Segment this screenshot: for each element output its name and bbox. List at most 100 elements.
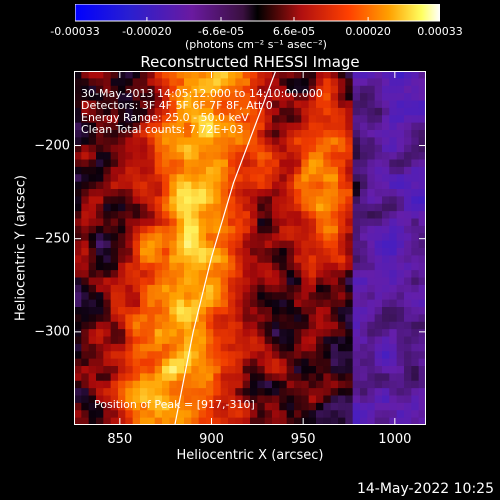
heatmap-cell bbox=[264, 93, 273, 102]
heatmap-cell bbox=[330, 93, 339, 102]
heatmap-cell bbox=[198, 336, 207, 345]
heatmap-cell bbox=[382, 321, 390, 330]
heatmap-cell bbox=[352, 307, 361, 315]
heatmap-cell bbox=[396, 380, 405, 389]
heatmap-cell bbox=[242, 159, 251, 168]
heatmap-cell bbox=[228, 203, 236, 212]
heatmap-cell bbox=[382, 71, 390, 79]
heatmap-cell bbox=[352, 144, 361, 153]
heatmap-cell bbox=[345, 152, 354, 161]
heatmap-cell bbox=[323, 159, 332, 168]
heatmap-cell bbox=[257, 417, 266, 425]
heatmap-cell bbox=[110, 166, 119, 175]
heatmap-cell bbox=[103, 270, 112, 279]
heatmap-cell bbox=[110, 240, 119, 249]
heatmap-cell bbox=[220, 233, 229, 242]
heatmap-cell bbox=[147, 240, 156, 249]
heatmap-cell bbox=[411, 329, 420, 338]
heatmap-cell bbox=[396, 284, 405, 293]
heatmap-cell bbox=[257, 321, 266, 330]
heatmap-cell bbox=[176, 248, 185, 256]
heatmap-cell bbox=[330, 181, 339, 190]
heatmap-cell bbox=[250, 137, 258, 146]
heatmap-cell bbox=[257, 196, 266, 205]
heatmap-cell bbox=[389, 262, 398, 271]
heatmap-cell bbox=[235, 292, 244, 301]
heatmap-cell bbox=[411, 159, 420, 168]
heatmap-cell bbox=[213, 159, 222, 168]
heatmap-cell bbox=[316, 255, 324, 264]
heatmap-cell bbox=[286, 137, 295, 146]
heatmap-cell bbox=[367, 395, 376, 404]
heatmap-cell bbox=[404, 240, 412, 249]
heatmap-cell bbox=[264, 174, 273, 183]
heatmap-cell bbox=[132, 93, 141, 102]
heatmap-cell bbox=[411, 71, 420, 79]
heatmap-cell bbox=[220, 248, 229, 256]
heatmap-cell bbox=[294, 395, 302, 404]
heatmap-cell bbox=[110, 196, 119, 205]
heatmap-cell bbox=[286, 248, 295, 256]
heatmap-cell bbox=[250, 270, 258, 279]
heatmap-cell bbox=[228, 380, 236, 389]
heatmap-cell bbox=[220, 159, 229, 168]
heatmap-cell bbox=[345, 284, 354, 293]
heatmap-cell bbox=[110, 336, 119, 345]
heatmap-cell bbox=[206, 262, 214, 271]
heatmap-cell bbox=[294, 225, 302, 234]
heatmap-cell bbox=[345, 189, 354, 197]
heatmap-cell bbox=[352, 314, 361, 323]
heatmap-cell bbox=[140, 71, 148, 79]
heatmap-cell bbox=[374, 307, 383, 315]
heatmap-cell bbox=[228, 122, 236, 131]
heatmap-cell bbox=[382, 203, 390, 212]
heatmap-cell bbox=[286, 329, 295, 338]
heatmap-cell bbox=[316, 366, 324, 374]
heatmap-cell bbox=[81, 277, 90, 286]
heatmap-cell bbox=[272, 307, 280, 315]
heatmap-cell bbox=[147, 336, 156, 345]
heatmap-cell bbox=[154, 380, 163, 389]
heatmap-cell bbox=[411, 248, 420, 256]
heatmap-cell bbox=[206, 181, 214, 190]
heatmap-cell bbox=[140, 395, 148, 404]
heatmap-cell bbox=[250, 240, 258, 249]
heatmap-cell bbox=[272, 248, 280, 256]
heatmap-cell bbox=[184, 284, 192, 293]
heatmap-cell bbox=[345, 122, 354, 131]
heatmap-cell bbox=[257, 203, 266, 212]
heatmap-cell bbox=[235, 211, 244, 220]
heatmap-cell bbox=[191, 115, 200, 124]
heatmap-cell bbox=[176, 189, 185, 197]
heatmap-cell bbox=[323, 152, 332, 161]
heatmap-cell bbox=[389, 388, 398, 397]
heatmap-cell bbox=[330, 314, 339, 323]
heatmap-cell bbox=[250, 366, 258, 374]
heatmap-cell bbox=[352, 218, 361, 227]
heatmap-cell bbox=[264, 248, 273, 256]
heatmap-cell bbox=[308, 122, 317, 131]
heatmap-cell bbox=[110, 417, 119, 425]
heatmap-cell bbox=[301, 211, 310, 220]
heatmap-cell bbox=[118, 292, 126, 301]
heatmap-cell bbox=[418, 107, 426, 116]
heatmap-cell bbox=[74, 159, 82, 168]
heatmap-cell bbox=[198, 93, 207, 102]
heatmap-cell bbox=[316, 233, 324, 242]
heatmap-cell bbox=[418, 93, 426, 102]
heatmap-cell bbox=[389, 240, 398, 249]
heatmap-cell bbox=[418, 343, 426, 352]
heatmap-cell bbox=[250, 402, 258, 411]
heatmap-cell bbox=[301, 358, 310, 367]
heatmap-cell bbox=[96, 240, 104, 249]
heatmap-cell bbox=[279, 152, 288, 161]
heatmap-cell bbox=[74, 284, 82, 293]
heatmap-cell bbox=[169, 85, 178, 94]
heatmap-cell bbox=[279, 307, 288, 315]
heatmap-cell bbox=[396, 93, 405, 102]
heatmap-cell bbox=[301, 270, 310, 279]
heatmap-cell bbox=[374, 240, 383, 249]
heatmap-cell bbox=[81, 410, 90, 419]
heatmap-cell bbox=[264, 270, 273, 279]
heatmap-cell bbox=[352, 402, 361, 411]
